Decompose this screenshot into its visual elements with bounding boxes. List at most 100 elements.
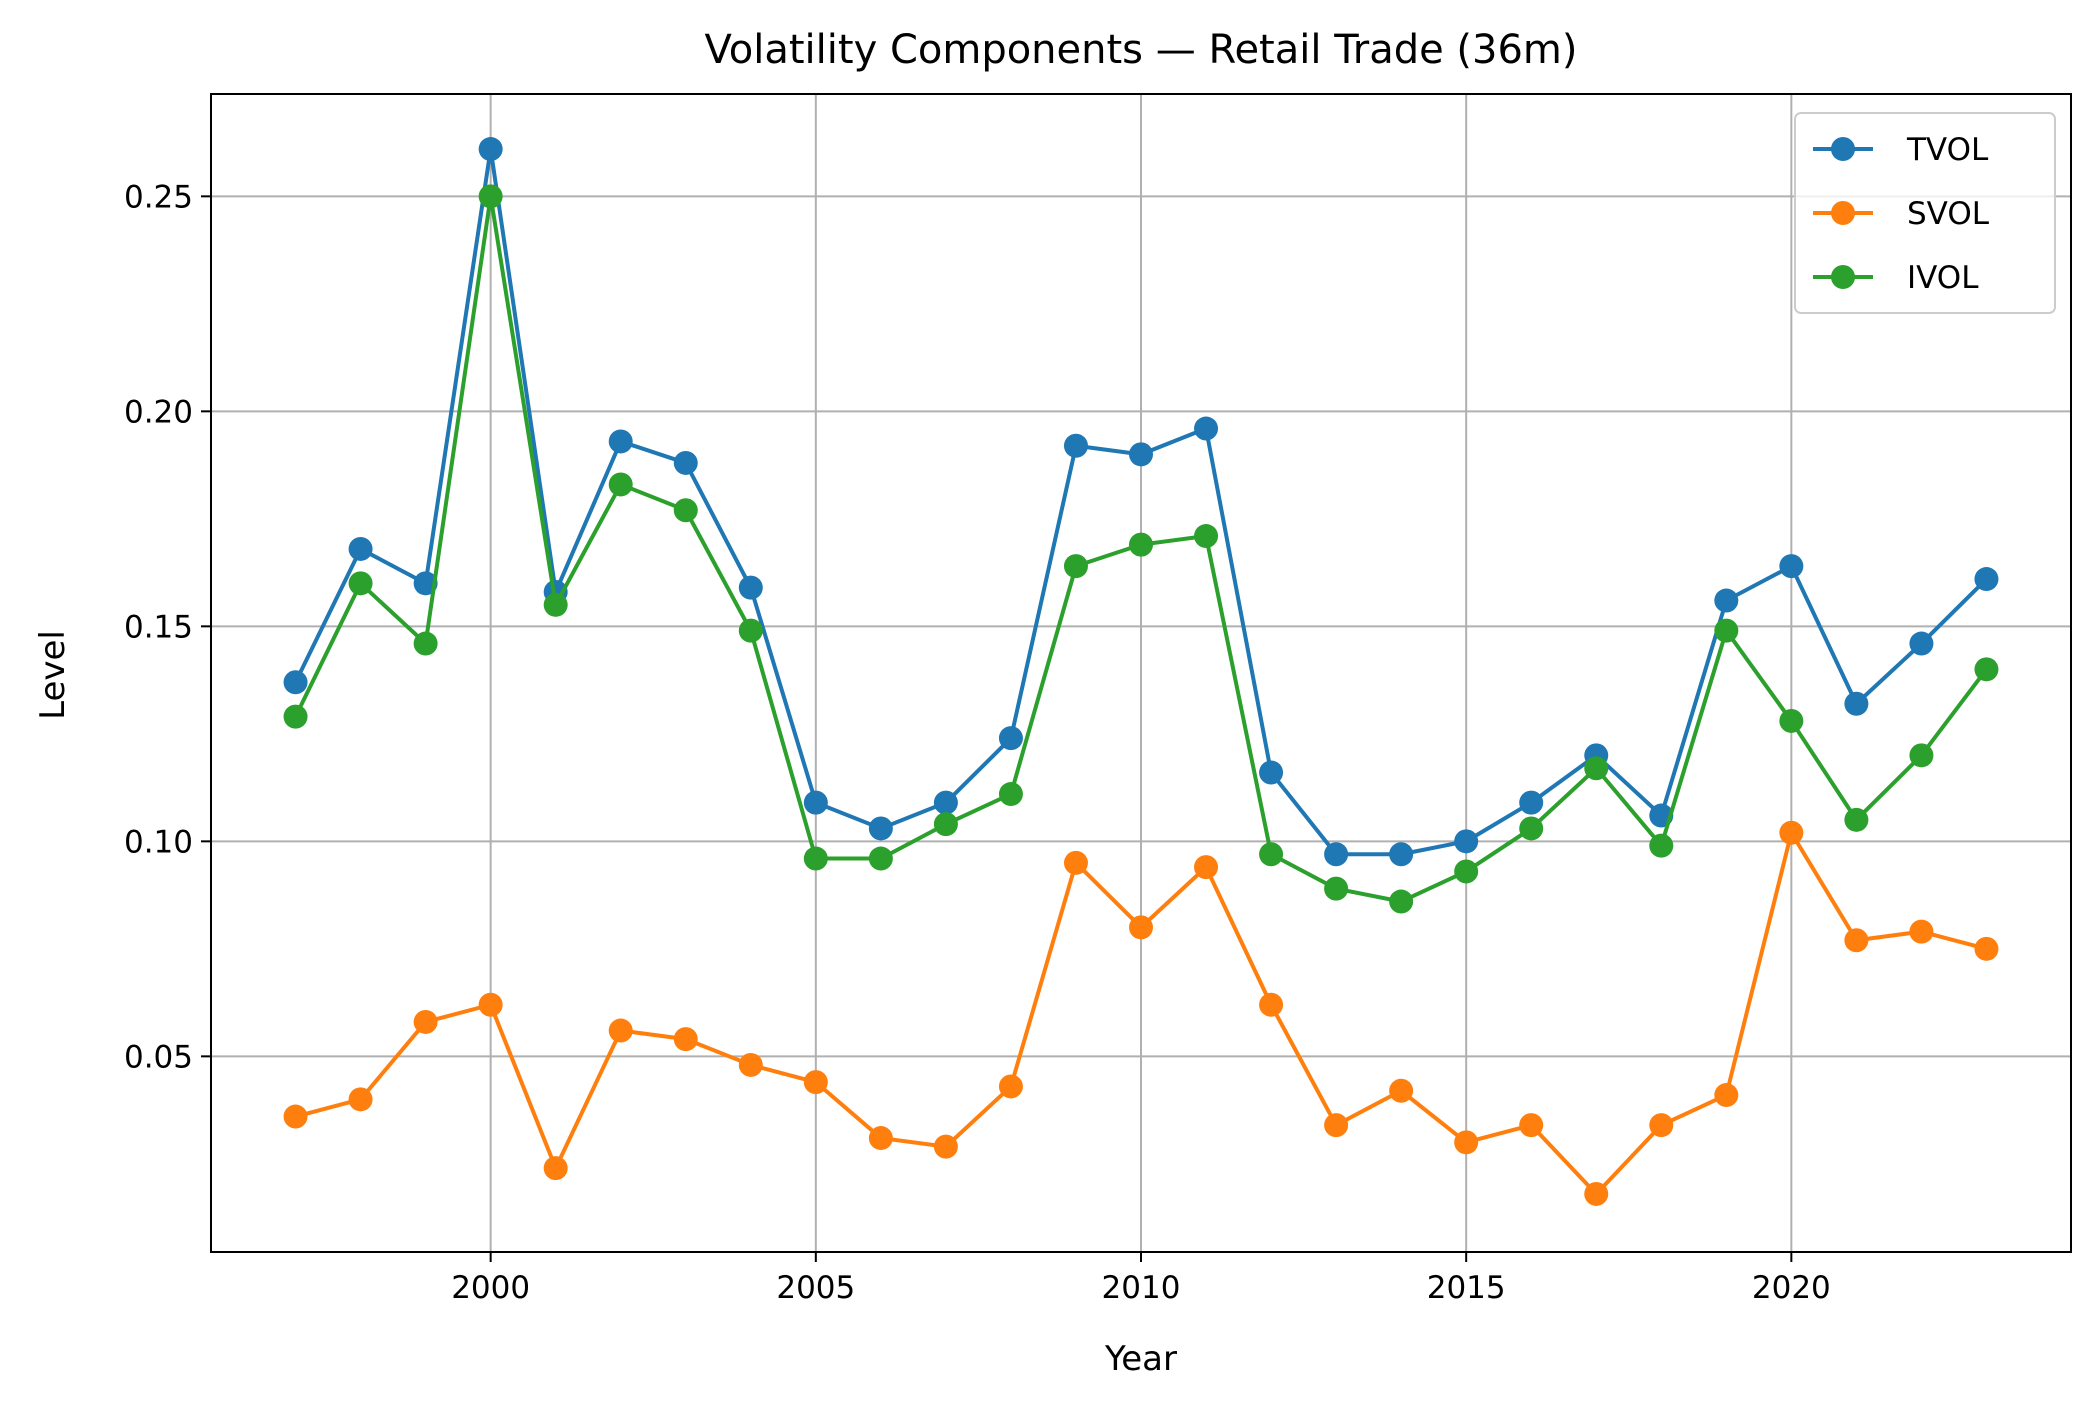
ivol-point — [543, 592, 568, 617]
y-tick-label: 0.05 — [124, 1039, 193, 1075]
svol-point — [738, 1052, 763, 1077]
tvol-point — [803, 790, 828, 815]
svol-point — [1259, 992, 1284, 1017]
ivol-point — [1584, 756, 1609, 781]
y-axis-label: Level — [33, 630, 73, 720]
ivol-point — [803, 846, 828, 871]
x-tick-label: 2010 — [1102, 1270, 1181, 1306]
svol-point — [1519, 1113, 1544, 1138]
ivol-point — [673, 498, 698, 523]
ivol-point — [478, 184, 503, 209]
tvol-point — [1909, 631, 1934, 656]
svol-point — [673, 1027, 698, 1052]
x-tick-label: 2000 — [451, 1270, 530, 1306]
tvol-point — [478, 137, 503, 162]
ivol-point — [1909, 743, 1934, 768]
tvol-point — [1259, 760, 1284, 785]
ivol-point — [1324, 876, 1349, 901]
svol-point — [1974, 936, 1999, 961]
ivol-point — [1389, 889, 1414, 914]
svol-point — [413, 1009, 438, 1034]
svol-point — [348, 1087, 373, 1112]
legend-item-tvol: TVOL — [1813, 132, 1989, 168]
tvol-point — [1063, 433, 1088, 458]
svol-point — [1389, 1078, 1414, 1103]
ivol-point — [1454, 859, 1479, 884]
svol-point — [1129, 915, 1153, 940]
legend-swatch-marker — [1831, 137, 1855, 161]
tvol-point — [1389, 842, 1414, 867]
ivol-point — [348, 571, 373, 596]
svol-point — [1909, 919, 1934, 944]
x-tick-label: 2015 — [1427, 1270, 1506, 1306]
svol-point — [1779, 820, 1804, 845]
series-group — [283, 137, 1999, 1206]
y-tick-label: 0.20 — [124, 394, 193, 430]
legend-frame — [1794, 112, 2056, 314]
tvol-point — [1974, 567, 1999, 592]
ivol-point — [1063, 554, 1088, 579]
legend: TVOL SVOL IVOL — [1794, 112, 2056, 314]
y-tick-label: 0.10 — [124, 824, 193, 860]
svol-point — [868, 1126, 893, 1151]
tvol-point — [868, 816, 893, 841]
svol-point — [478, 992, 503, 1017]
tvol-point — [1714, 588, 1739, 613]
grid — [211, 94, 2071, 1252]
svol-point — [543, 1156, 568, 1181]
tvol-point — [348, 536, 373, 561]
ivol-series — [283, 184, 1999, 914]
tvol-series — [283, 137, 1999, 867]
ivol-point — [1974, 657, 1999, 682]
svol-point — [803, 1070, 828, 1095]
tvol-point — [1844, 691, 1869, 716]
svol-point — [1584, 1181, 1609, 1206]
ivol-point — [738, 618, 763, 643]
legend-item-svol: SVOL — [1813, 196, 1990, 232]
x-tick-label: 2005 — [776, 1270, 855, 1306]
tvol-point — [1324, 842, 1349, 867]
tvol-point — [738, 575, 763, 600]
ivol-point — [868, 846, 893, 871]
chart-title: Volatility Components — Retail Trade (36… — [705, 27, 1578, 73]
ticks: 2000 2005 2010 2015 2020 0.05 0.10 0.15 0.20 0.25 — [124, 179, 1831, 1306]
x-axis-label: Year — [1104, 1339, 1177, 1379]
svol-series — [283, 820, 1999, 1206]
tvol-point — [933, 790, 958, 815]
tvol-point — [1454, 829, 1479, 854]
ivol-point — [1779, 708, 1804, 733]
ivol-point — [933, 812, 958, 837]
legend-swatch-marker — [1831, 265, 1855, 289]
ivol-point — [1129, 532, 1153, 557]
legend-label: SVOL — [1907, 196, 1990, 232]
legend-label: TVOL — [1906, 132, 1989, 168]
svol-point — [1063, 850, 1088, 875]
svol-point — [1454, 1130, 1479, 1155]
svol-point — [1844, 928, 1869, 953]
tvol-point — [1129, 442, 1153, 467]
ivol-point — [413, 631, 438, 656]
x-tick-label: 2020 — [1752, 1270, 1831, 1306]
y-tick-label: 0.25 — [124, 179, 193, 215]
tvol-point — [283, 670, 308, 695]
svol-point — [283, 1104, 308, 1129]
ivol-point — [1194, 524, 1219, 549]
svol-point — [1324, 1113, 1349, 1138]
svol-point — [1714, 1083, 1739, 1108]
ivol-point — [998, 782, 1023, 807]
svol-point — [1649, 1113, 1674, 1138]
svol-point — [933, 1134, 958, 1159]
tvol-point — [998, 726, 1023, 751]
legend-label: IVOL — [1907, 260, 1979, 296]
y-tick-label: 0.15 — [124, 609, 193, 645]
ivol-point — [1649, 833, 1674, 858]
legend-item-ivol: IVOL — [1813, 260, 1979, 296]
tvol-point — [1519, 790, 1544, 815]
tvol-point — [1779, 554, 1804, 579]
tvol-point — [673, 450, 698, 475]
svol-point — [1194, 855, 1219, 880]
ivol-point — [1519, 816, 1544, 841]
